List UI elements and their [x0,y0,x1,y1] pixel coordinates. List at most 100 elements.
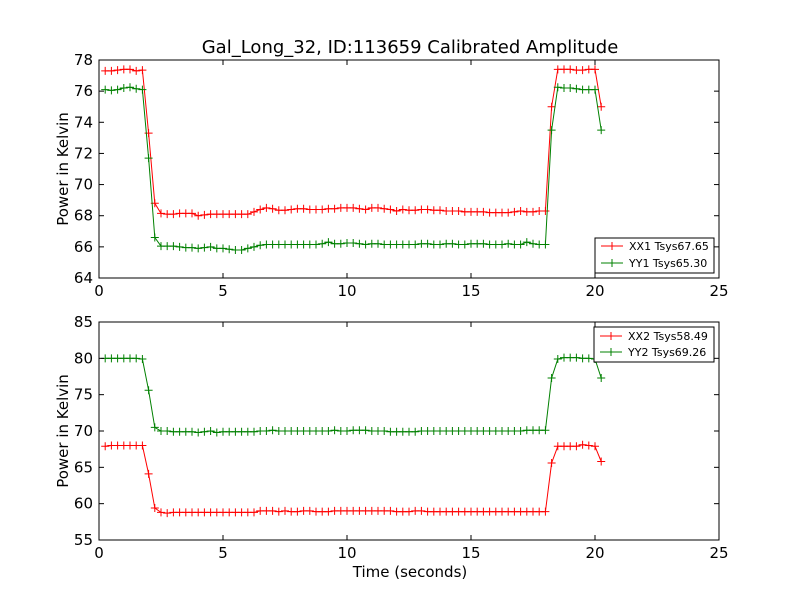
top-series-1-point [411,240,420,249]
bottom-legend-box [593,326,715,363]
top-series-0-point [132,66,141,75]
top-series-0-point [194,211,203,220]
bottom-plot-marks [101,353,606,518]
bottom-series-1-point [144,386,153,395]
top-plot: 0 5 10 15 20 25 64 66 68 70 72 74 76 78 Power in Kelv… [54,51,729,300]
bottom-series-1-point [194,428,203,437]
top-series-1-point [318,239,327,248]
top-series-0-point [188,209,196,218]
bottom-series-1-point [411,427,420,436]
top-series-0-point [268,204,277,213]
top-series-0-point [157,209,165,218]
bottom-series-1-point [188,427,196,436]
top-series-1-point [355,239,364,248]
bottom-legend-label-xx2: XX2 Tsys58.49 [628,330,708,343]
bottom-series-0-point [274,507,283,516]
bottom-xtick-label: 5 [218,544,228,562]
bottom-ytick-label: 55 [74,531,93,549]
bottom-xtick-label: 0 [94,544,104,562]
top-xtick-label: 0 [94,282,104,300]
top-series-0-point [380,204,389,213]
bottom-plot: 0 5 10 15 20 25 55 60 65 70 75 80 85 Power in Kelvin… [54,313,729,562]
top-plot-ticks: 0 5 10 15 20 25 64 66 68 70 72 74 76 78 [74,51,729,300]
top-series-0-point [250,207,258,216]
top-series-0-point [423,205,432,214]
top-series-0-point [436,206,444,215]
top-plot-ylabel: Power in Kelvin [54,112,72,226]
top-series-0-point [200,210,209,219]
top-series-1-point [566,84,575,93]
bottom-series-0-point [324,507,333,516]
top-series-1-point [498,240,506,249]
top-series-1-point [219,244,227,253]
bottom-xtick-label: 15 [461,544,480,562]
bottom-series-0-point [144,469,153,478]
bottom-series-1-point [330,426,339,435]
top-series-1-point [132,84,141,93]
top-series-0-point [547,102,556,111]
top-series-1-point [200,243,209,252]
bottom-series-1-point [262,427,271,435]
top-series-0-point [355,204,364,213]
bottom-series-1-point [343,427,351,435]
top-series-1-point [516,240,525,249]
top-xtick-label: 10 [337,282,356,300]
bottom-series-1-point [553,355,562,364]
bottom-series-1-point [268,426,277,435]
bottom-series-1-point [516,427,525,435]
top-series-1-point [436,240,444,249]
top-series-1-point [144,154,153,163]
bottom-series-1-point [324,427,333,435]
top-series-0-point [262,203,271,212]
bottom-series-1-point [380,427,389,435]
bottom-plot-ticks: 0 5 10 15 20 25 55 60 65 70 75 80 85 [74,313,729,562]
top-ytick-label: 72 [74,144,93,162]
top-series-0-point [126,65,134,74]
top-series-0-point [510,207,519,216]
bottom-series-0-point [405,507,413,516]
top-series-0-point [299,204,308,213]
bottom-series-0-point [597,457,606,466]
top-xtick-label: 20 [585,282,604,300]
top-series-1-point [522,238,531,247]
top-xtick-label: 15 [461,282,480,300]
bottom-series-0-point [305,506,314,515]
top-series-0-point [566,65,575,74]
top-series-1-point [361,240,370,249]
top-series-1-point [423,239,432,248]
top-series-1-point [138,85,147,94]
bottom-series-0-point [547,458,556,467]
top-series-0-point [454,207,463,216]
top-series-1-point [312,240,320,249]
bottom-ytick-label: 80 [74,349,93,367]
top-series-1-point [188,243,196,252]
top-series-1-point [113,85,122,94]
bottom-series-0-point [268,506,277,515]
top-series-0-point [597,102,606,111]
bottom-ytick-label: 85 [74,313,93,331]
top-series-0-point [504,208,513,217]
bottom-legend-label-yy2: YY2 Tsys69.26 [627,346,706,359]
top-series-0-point [392,207,401,216]
bottom-ytick-label: 65 [74,458,93,476]
top-ytick-label: 66 [74,238,93,256]
bottom-plot-legend: XX2 Tsys58.49 YY2 Tsys69.26 [593,326,715,363]
top-series-1-point [243,244,252,253]
top-series-0-point [318,205,327,214]
top-series-0-point [386,205,395,214]
bottom-series-1-point [361,426,370,435]
bottom-series-1-point [163,427,172,435]
bottom-xtick-label: 20 [585,544,604,562]
top-series-1-point [529,239,537,248]
top-series-0-point [411,206,420,215]
top-series-1-point [591,85,599,94]
top-legend-label-yy1: YY1 Tsys65.30 [628,257,707,270]
top-series-1-point [479,239,488,248]
figure-title: Gal_Long_32, ID:113659 Calibrated Amplit… [202,37,619,58]
top-xtick-label: 25 [709,282,728,300]
top-ytick-label: 64 [74,269,93,287]
top-series-1-point [374,239,382,248]
bottom-xtick-label: 10 [337,544,356,562]
bottom-series-0-point [386,506,395,515]
top-series-0-point [138,66,147,75]
